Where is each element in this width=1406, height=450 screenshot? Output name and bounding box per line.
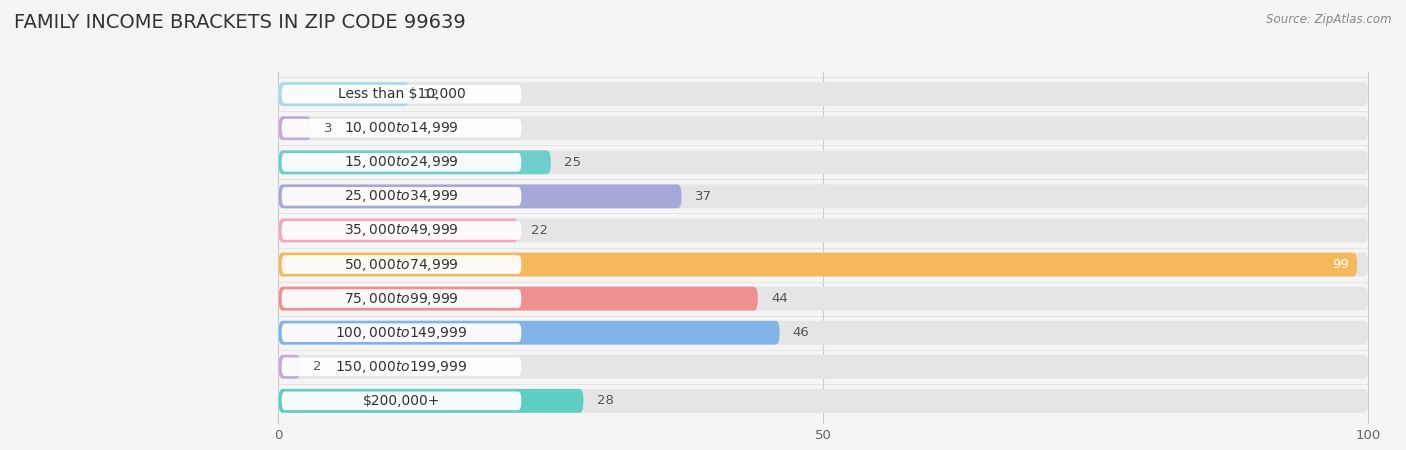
FancyBboxPatch shape <box>278 321 780 345</box>
Text: 12: 12 <box>422 88 439 101</box>
FancyBboxPatch shape <box>281 153 522 171</box>
Text: $35,000 to $49,999: $35,000 to $49,999 <box>344 222 458 239</box>
FancyBboxPatch shape <box>281 255 522 274</box>
Text: $25,000 to $34,999: $25,000 to $34,999 <box>344 189 458 204</box>
Text: 2: 2 <box>314 360 322 373</box>
FancyBboxPatch shape <box>281 187 522 206</box>
FancyBboxPatch shape <box>278 355 1368 379</box>
FancyBboxPatch shape <box>278 321 1368 345</box>
FancyBboxPatch shape <box>281 289 522 308</box>
Text: 28: 28 <box>596 394 613 407</box>
Text: 37: 37 <box>695 190 711 203</box>
FancyBboxPatch shape <box>278 252 1357 276</box>
Text: $10,000 to $14,999: $10,000 to $14,999 <box>344 120 458 136</box>
Text: 25: 25 <box>564 156 581 169</box>
FancyBboxPatch shape <box>278 150 1368 174</box>
Text: $150,000 to $199,999: $150,000 to $199,999 <box>335 359 468 375</box>
Text: $100,000 to $149,999: $100,000 to $149,999 <box>335 325 468 341</box>
Text: 44: 44 <box>770 292 787 305</box>
FancyBboxPatch shape <box>278 150 551 174</box>
Text: 22: 22 <box>531 224 548 237</box>
FancyBboxPatch shape <box>278 389 583 413</box>
FancyBboxPatch shape <box>281 357 522 376</box>
FancyBboxPatch shape <box>278 252 1368 276</box>
Text: 3: 3 <box>325 122 333 135</box>
FancyBboxPatch shape <box>281 119 522 138</box>
Text: $200,000+: $200,000+ <box>363 394 440 408</box>
Text: $15,000 to $24,999: $15,000 to $24,999 <box>344 154 458 170</box>
FancyBboxPatch shape <box>278 287 1368 310</box>
FancyBboxPatch shape <box>278 82 1368 106</box>
FancyBboxPatch shape <box>281 221 522 240</box>
Text: $50,000 to $74,999: $50,000 to $74,999 <box>344 256 458 273</box>
FancyBboxPatch shape <box>278 82 409 106</box>
FancyBboxPatch shape <box>281 85 522 104</box>
Text: Source: ZipAtlas.com: Source: ZipAtlas.com <box>1267 14 1392 27</box>
FancyBboxPatch shape <box>278 116 1368 140</box>
FancyBboxPatch shape <box>278 389 1368 413</box>
Text: 99: 99 <box>1331 258 1348 271</box>
FancyBboxPatch shape <box>281 324 522 342</box>
Text: 46: 46 <box>793 326 810 339</box>
FancyBboxPatch shape <box>278 184 1368 208</box>
Text: Less than $10,000: Less than $10,000 <box>337 87 465 101</box>
FancyBboxPatch shape <box>278 184 682 208</box>
Text: $75,000 to $99,999: $75,000 to $99,999 <box>344 291 458 306</box>
FancyBboxPatch shape <box>278 219 519 243</box>
FancyBboxPatch shape <box>281 392 522 410</box>
FancyBboxPatch shape <box>278 116 311 140</box>
FancyBboxPatch shape <box>278 287 758 310</box>
FancyBboxPatch shape <box>278 355 301 379</box>
FancyBboxPatch shape <box>278 219 1368 243</box>
Text: FAMILY INCOME BRACKETS IN ZIP CODE 99639: FAMILY INCOME BRACKETS IN ZIP CODE 99639 <box>14 14 465 32</box>
